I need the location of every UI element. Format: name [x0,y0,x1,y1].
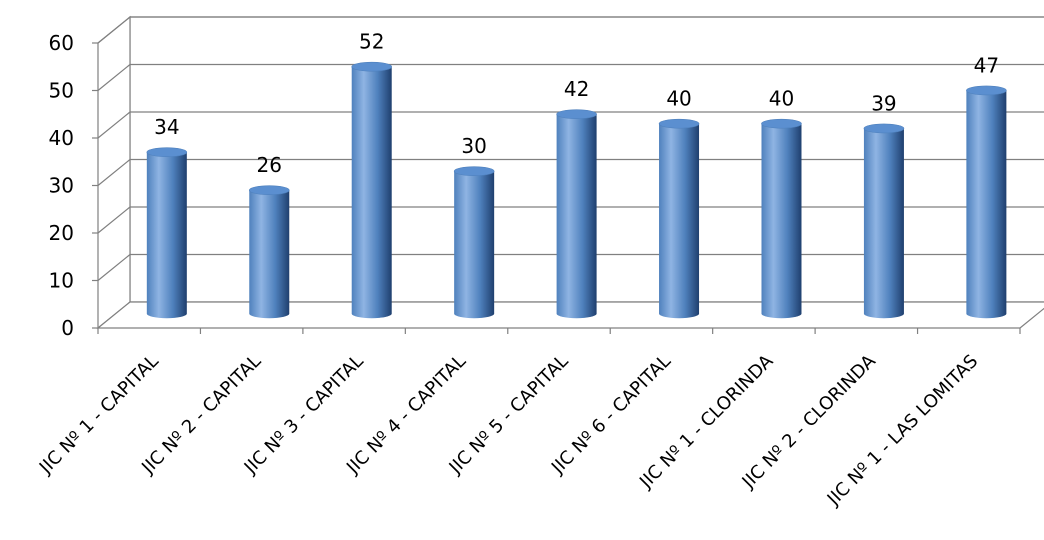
gridline [97,158,1044,186]
data-label: 40 [666,87,691,111]
y-tick-label: 20 [49,221,74,245]
bar [761,118,802,319]
bar-body [966,90,1007,319]
y-tick-label: 30 [49,174,74,198]
bar-body [146,152,187,319]
gridline [97,63,1044,91]
data-label: 47 [974,53,999,77]
bar-top [556,109,597,119]
bar [556,109,597,319]
data-label: 26 [257,153,282,177]
gridline [97,111,1044,139]
data-label: 42 [564,77,589,101]
bar [248,185,290,319]
data-label: 52 [359,30,384,54]
bar [146,147,188,319]
bar-body [659,123,700,319]
bar-top [761,118,802,129]
data-label: 34 [154,115,179,139]
bar-top [248,185,290,195]
gridline [97,16,1044,44]
bar-top [351,61,393,72]
bar-body [351,66,392,319]
bar [453,166,495,319]
gridlines [97,16,1044,281]
bar-top [146,147,188,157]
data-label: 39 [871,91,896,115]
data-label: 40 [769,87,794,111]
bars [146,61,1007,319]
y-tick-label: 0 [61,316,74,340]
y-tick-label: 60 [49,31,74,55]
bar-top [453,166,495,176]
bar-body [863,128,904,319]
bar [966,85,1007,319]
bar-body [454,171,495,319]
bar-top [863,123,905,134]
y-tick-label: 10 [49,269,74,293]
bar-top [658,118,700,129]
bar-top [966,85,1007,96]
bar [351,61,393,319]
bar-body [249,190,290,319]
data-labels: 34 26 52 30 42 40 40 39 47 [154,30,999,177]
y-tick-label: 50 [49,79,74,103]
y-axis-ticks: 0 10 20 30 40 50 60 [49,31,98,340]
y-tick-label: 40 [49,126,74,150]
bar [658,118,700,319]
bar-body [761,123,802,319]
bar-body [556,114,597,319]
data-label: 30 [461,134,486,158]
gridline [97,206,1044,234]
x-axis-ticks [97,328,1021,334]
gridline [97,253,1044,281]
bar [863,123,905,319]
